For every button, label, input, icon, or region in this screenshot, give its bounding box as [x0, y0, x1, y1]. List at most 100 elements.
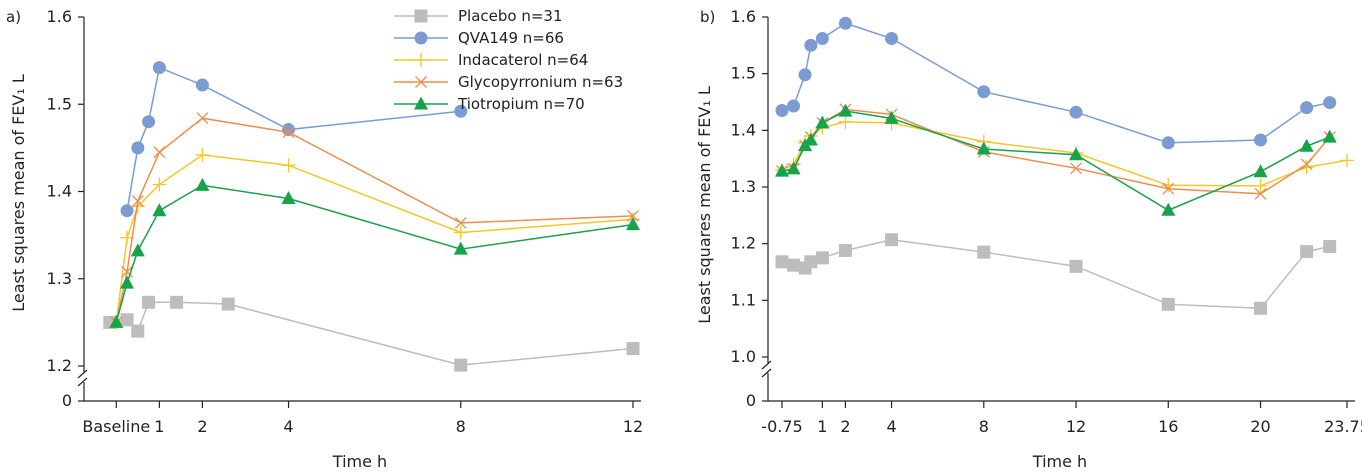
panel-b: b) 1.0 1.1 1.2 1.3 1.4 1.5 1.6 0 -0.75 1 2 4 8 12 16 20… [695, 7, 1362, 471]
data-point [1162, 182, 1175, 195]
data-point [804, 38, 818, 52]
data-point [142, 115, 156, 129]
x-tick-label: 20 [1250, 417, 1270, 436]
y-tick-label: 1.1 [731, 290, 756, 309]
data-point [627, 209, 639, 222]
y-zero-label: 0 [62, 391, 72, 410]
data-point [152, 177, 167, 192]
y-axis-label: Least squares mean of FEV₁ L [9, 74, 28, 312]
legend-label: QVA149 n=66 [458, 29, 564, 47]
data-point [1254, 187, 1267, 200]
data-point [1300, 245, 1314, 259]
y-axis-label: Least squares mean of FEV₁ L [695, 86, 714, 324]
data-point [1340, 153, 1354, 168]
legend-label: Tiotropium n=70 [457, 95, 585, 113]
data-point [1253, 164, 1268, 178]
data-point [281, 190, 296, 204]
series-tiotropium [109, 177, 640, 328]
y-tick-label: 1.2 [731, 234, 756, 253]
data-point [803, 132, 818, 146]
data-point [815, 115, 830, 129]
data-point [109, 314, 124, 328]
data-point [787, 258, 801, 272]
y-tick-label: 1.5 [731, 64, 756, 83]
data-point [454, 104, 468, 118]
legend-label: Glycopyrronium n=63 [458, 73, 623, 91]
data-point [787, 99, 801, 113]
series-line-placebo [109, 301, 634, 366]
legend-label: Indacaterol n=64 [458, 51, 588, 69]
y-tick-label: 1.3 [731, 177, 756, 196]
y-tick-label: 1.2 [47, 356, 72, 375]
data-point [626, 342, 640, 356]
data-point [977, 245, 991, 259]
data-point [838, 243, 852, 257]
data-point [1069, 105, 1083, 119]
legend-label: Placebo n=31 [458, 7, 563, 25]
y-tick-label: 1.0 [731, 347, 756, 366]
data-point [1322, 129, 1337, 143]
data-point [120, 313, 134, 327]
data-point [453, 241, 468, 255]
series-glycopyrronium [776, 103, 1336, 200]
legend-item: Glycopyrronium n=63 [394, 73, 623, 91]
legend-item: Placebo n=31 [394, 7, 563, 25]
data-point [142, 295, 156, 309]
data-point [1323, 240, 1337, 253]
x-tick-label: 12 [1066, 417, 1086, 436]
data-point [282, 126, 295, 139]
x-tick-label: Baseline [82, 417, 150, 436]
panel-a-label: a) [6, 8, 21, 26]
data-point [1300, 158, 1313, 171]
series-tiotropium [775, 103, 1337, 216]
data-point [120, 275, 135, 289]
x-axis-label: Time h [1032, 452, 1087, 471]
data-point [1323, 96, 1337, 110]
series-placebo [775, 233, 1337, 315]
data-point [775, 104, 789, 117]
data-point [838, 114, 853, 129]
legend-item: Indacaterol n=64 [394, 51, 588, 69]
legend-marker [415, 76, 427, 88]
y-tick-label: 1.3 [47, 269, 72, 288]
legend-item: QVA149 n=66 [394, 29, 564, 47]
x-tick-label: 4 [283, 417, 293, 436]
y-tick-label: 1.4 [731, 120, 756, 139]
legend-item: Tiotropium n=70 [394, 95, 585, 113]
data-point [153, 146, 166, 159]
series-line-glycopyrronium [115, 117, 634, 323]
series-qva149 [120, 61, 468, 218]
data-point [798, 68, 812, 82]
y-tick-label: 1.4 [47, 182, 72, 201]
legend-marker [414, 96, 428, 110]
data-point [221, 297, 235, 311]
data-point [195, 147, 210, 162]
data-point [196, 112, 209, 125]
x-tick-label: 4 [886, 417, 896, 436]
y-axis-break [761, 360, 772, 378]
data-point [120, 204, 134, 218]
data-point [815, 32, 829, 46]
y-tick-label: 1.6 [47, 7, 72, 26]
x-tick-label: 1 [817, 417, 827, 436]
series-line-tiotropium [781, 110, 1330, 212]
data-point [976, 141, 991, 155]
data-point [130, 243, 145, 257]
data-point [977, 85, 991, 99]
data-point [1070, 162, 1082, 175]
y-axis-break [77, 369, 88, 387]
data-point [282, 123, 296, 137]
y-zero-label: 0 [746, 391, 756, 410]
x-tick-label: 2 [840, 417, 850, 436]
data-point [1161, 202, 1176, 216]
data-point [454, 358, 468, 372]
y-tick-label: 1.5 [47, 94, 72, 113]
series-placebo [103, 295, 640, 372]
data-point [121, 265, 134, 278]
data-point [131, 141, 145, 155]
data-point [1161, 136, 1175, 150]
data-point [131, 324, 145, 338]
data-point [152, 61, 166, 75]
